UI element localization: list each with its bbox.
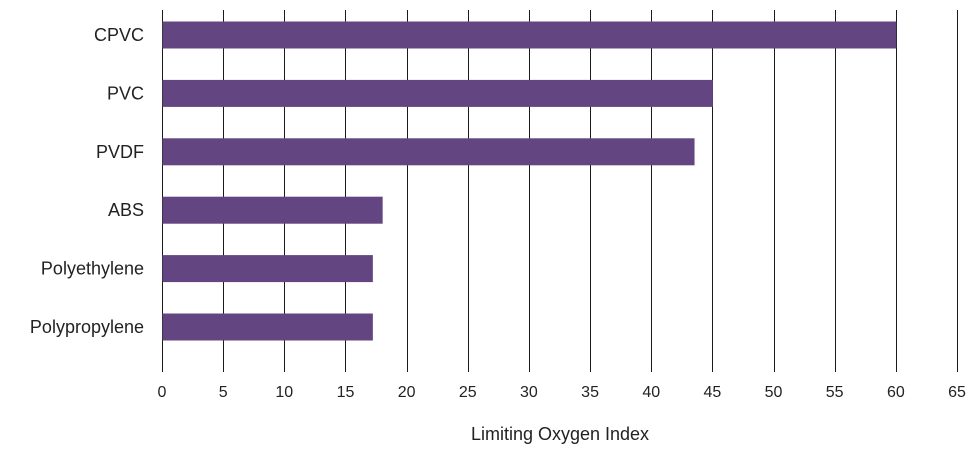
bars — [162, 21, 897, 341]
category-label-cpvc: CPVC — [94, 25, 144, 45]
bar-pvc — [162, 79, 713, 107]
x-tick-label-50: 50 — [765, 384, 783, 401]
category-label-pvc: PVC — [107, 83, 144, 103]
x-tick-label-0: 0 — [158, 384, 167, 401]
x-tick-label-65: 65 — [948, 384, 966, 401]
bar-pvdf — [162, 138, 695, 166]
gridlines — [162, 10, 958, 372]
x-axis-title: Limiting Oxygen Index — [471, 424, 649, 444]
x-tick-label-30: 30 — [520, 384, 538, 401]
category-label-pvdf: PVDF — [96, 142, 144, 162]
bar-abs — [162, 196, 383, 224]
x-tick-label-25: 25 — [459, 384, 477, 401]
x-tick-label-60: 60 — [887, 384, 905, 401]
category-label-abs: ABS — [108, 200, 144, 220]
bar-cpvc — [162, 21, 897, 49]
x-tick-label-45: 45 — [703, 384, 721, 401]
x-tick-label-15: 15 — [337, 384, 355, 401]
x-tick-label-40: 40 — [642, 384, 660, 401]
category-label-polypropylene: Polypropylene — [30, 317, 144, 337]
x-tick-label-35: 35 — [581, 384, 599, 401]
x-tick-label-55: 55 — [826, 384, 844, 401]
category-labels: CPVC PVC PVDF ABS Polyethylene Polypropylene — [30, 25, 144, 337]
x-tick-label-20: 20 — [398, 384, 416, 401]
x-tick-labels: 0 5 10 15 20 25 30 35 40 45 50 55 60 65 — [158, 384, 966, 401]
bar-polyethylene — [162, 255, 373, 283]
bar-polypropylene — [162, 313, 373, 341]
x-tick-label-5: 5 — [219, 384, 228, 401]
category-label-polyethylene: Polyethylene — [41, 259, 144, 279]
x-tick-label-10: 10 — [275, 384, 293, 401]
